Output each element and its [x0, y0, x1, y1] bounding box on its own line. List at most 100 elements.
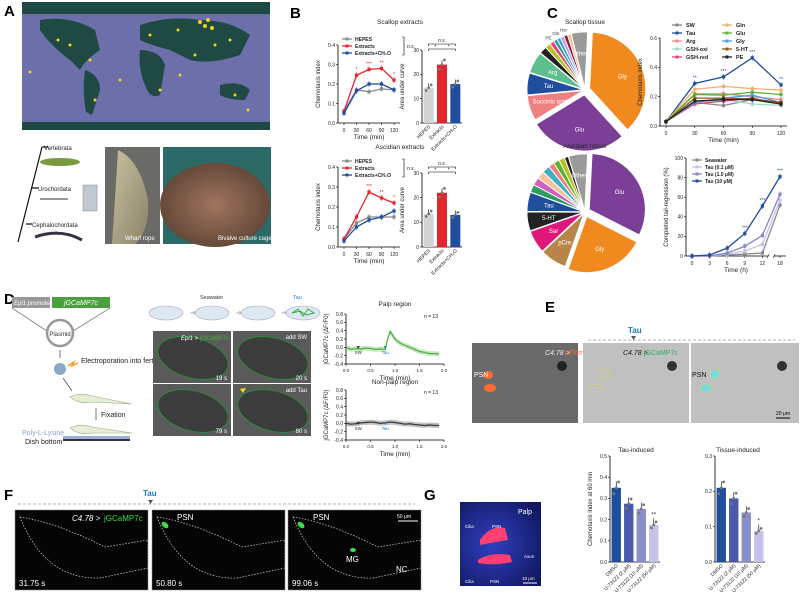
y-tick-label: 30	[413, 171, 419, 177]
y-tick-label: 60	[677, 195, 683, 201]
legend-label: Gly	[736, 39, 746, 45]
plasmid-label: Plasmid	[49, 332, 70, 338]
legend-marker	[725, 23, 729, 27]
palp-immunostain-image: Palp Cilia PSN Axon Cilia PSN 10 μm	[460, 502, 541, 586]
y-tick-label: 0.1	[705, 524, 712, 530]
legend-label: GSH-oxi	[686, 47, 708, 53]
bracket	[402, 36, 405, 56]
y-tick-label: -0.2	[334, 353, 343, 359]
y-tick-label: 0.3	[328, 185, 335, 191]
legend-marker	[675, 47, 679, 51]
bracket	[428, 48, 456, 51]
bracket-label: n.s.	[438, 161, 446, 167]
legend-marker	[695, 165, 699, 169]
replicate-dot	[429, 83, 433, 87]
stimulus-label: SW	[355, 350, 363, 355]
pie-slice	[526, 211, 584, 232]
replicate-dot	[427, 86, 431, 90]
data-point	[778, 203, 782, 207]
promoter-box	[12, 297, 50, 308]
x-tick-label: 18	[777, 261, 783, 267]
panel-label-b: B	[290, 5, 301, 22]
significance-label: ***	[366, 61, 372, 67]
bar	[716, 487, 726, 562]
x-tick-label: 0	[343, 128, 346, 134]
stimulus-marker	[356, 422, 360, 425]
pie-slice-label: pCre	[558, 241, 572, 247]
y-tick-label: 0.0	[328, 121, 335, 127]
series-line	[345, 421, 440, 427]
panel-f-images: Tau 31.75 s 50.80 s PSN 99.06 s PSN MG NC C4.78…	[14, 489, 422, 591]
legend-marker	[695, 172, 699, 176]
bar	[754, 530, 764, 562]
replicate-dot	[732, 497, 736, 500]
stimulus-marker	[383, 346, 387, 349]
timestamp-label: 50.80 s	[156, 579, 182, 588]
data-point	[354, 225, 359, 229]
x-tick-label: 120	[777, 131, 786, 137]
replicate-dot	[652, 523, 656, 527]
pie-slice-label: Sar	[549, 229, 558, 235]
larva-outline	[292, 516, 422, 579]
data-point	[743, 231, 747, 236]
data-point	[693, 92, 697, 97]
replicate-dot	[759, 527, 763, 530]
treatment-label: add SW	[286, 335, 308, 341]
y-tick-label: 0.6	[336, 396, 343, 402]
cilia-label: Cilia	[465, 524, 474, 529]
n-label: n = 13	[424, 390, 438, 396]
y-tick-label: 0.3	[600, 496, 607, 502]
psn-signal	[161, 521, 169, 529]
scale-bar-label: 10 μm	[522, 576, 535, 581]
data-point	[750, 87, 754, 91]
x-axis-label: Time (min)	[354, 134, 385, 141]
bracket	[428, 166, 456, 169]
data-point	[392, 201, 396, 205]
legend-marker	[725, 39, 729, 43]
electroporation-label: Electroporation into fertilized eggs	[81, 358, 187, 365]
data-point	[725, 251, 729, 255]
legend-marker	[345, 159, 349, 163]
replicate-dot	[627, 502, 631, 506]
x-tick-label: 0.5	[367, 444, 374, 449]
pie-slice	[529, 212, 584, 252]
y-tick-label: 0.2	[328, 82, 335, 88]
pie-slice-label: Others	[572, 51, 590, 57]
imaging-frame: 80 s add Tau	[233, 384, 311, 436]
bracket-label: n.s.	[407, 166, 415, 172]
calcium-frame: 99.06 s PSN MG NC	[287, 509, 422, 591]
y-tick-label: 10	[413, 220, 419, 226]
data-point	[693, 87, 697, 91]
replicate-dot	[443, 58, 446, 62]
pie-slice	[570, 31, 589, 89]
replicate-dot	[427, 212, 431, 216]
legend-marker	[675, 39, 679, 43]
replicate-dot	[742, 515, 746, 518]
replicate-dot	[438, 67, 441, 71]
legend-marker	[695, 158, 699, 162]
y-tick-label: 0.0	[336, 345, 343, 351]
y-axis-label: Area under curve	[400, 63, 406, 110]
imaging-frame: 79 s	[153, 384, 231, 436]
data-point	[743, 244, 747, 248]
plasmid-construct-diagram: Epi1 promoter jGCaMP7c Plasmid Electropo…	[11, 297, 187, 446]
pie-slice	[588, 153, 646, 236]
legend-marker	[695, 179, 699, 183]
replicate-dot	[440, 63, 444, 66]
y-tick-label: 0.0	[600, 560, 607, 566]
legend-label: PE	[736, 55, 744, 61]
panel-label-e: E	[545, 299, 555, 316]
pie-slice	[542, 213, 585, 267]
replicate-dot	[424, 214, 428, 218]
replicate-dot	[639, 507, 643, 511]
x-tick-label: 2.0	[441, 368, 448, 373]
x-tick-label: 30	[354, 128, 360, 134]
replicate-dot	[438, 195, 441, 199]
frame-background	[14, 509, 149, 591]
chart-title: Scallop tissue	[565, 19, 605, 26]
data-point	[721, 75, 726, 79]
gcamp-image-before	[583, 343, 689, 423]
larva-outline	[19, 516, 149, 579]
